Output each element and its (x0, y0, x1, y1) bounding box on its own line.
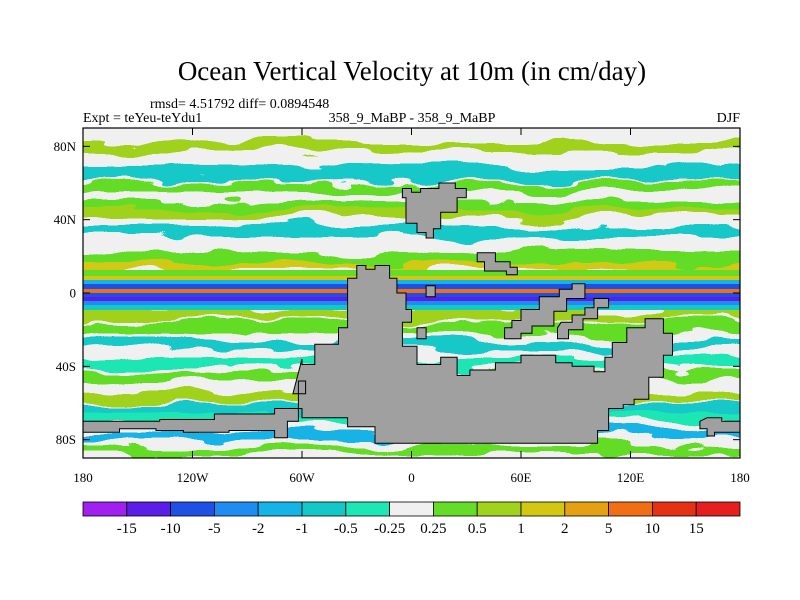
colorbar-swatch (389, 501, 434, 517)
colorbar-label: 10 (645, 521, 660, 537)
equator-band (83, 270, 740, 276)
colorbar-label: -0.25 (374, 521, 405, 537)
colorbar-label: 2 (561, 521, 569, 537)
colorbar-labels: -15 -10 -5 -2 -1 -0.5 -0.25 0.25 0.5 1 2 5 10 15 (117, 521, 704, 537)
x-tick-label: 120W (177, 470, 210, 485)
equator-band (83, 301, 740, 305)
x-tick-label: 60W (289, 470, 315, 485)
x-tick-label: 120E (617, 470, 645, 485)
colorbar-swatch (170, 501, 215, 517)
colorbar-swatch (257, 501, 303, 517)
equator-band (83, 289, 740, 293)
equator-band (83, 284, 740, 289)
field-band (83, 250, 740, 262)
equator-band (83, 280, 740, 284)
land-mask (83, 182, 740, 444)
colorbar-swatch (476, 501, 522, 517)
colorbar-swatch (301, 501, 347, 517)
colorbar-label: -1 (296, 521, 309, 537)
x-tick-label: 60E (511, 470, 532, 485)
y-tick-label: 80S (56, 432, 76, 447)
colorbar-label: -10 (161, 521, 181, 537)
equator-band (83, 276, 740, 280)
colorbar-swatch (432, 501, 478, 517)
land-islet-4 (425, 285, 436, 298)
colorbar-swatch (213, 501, 259, 517)
ocean-map (83, 128, 740, 458)
colorbar-swatch (608, 501, 653, 517)
field-band (83, 226, 740, 238)
colorbar-swatch (652, 501, 697, 517)
field-band (83, 142, 740, 152)
land-north-island (476, 252, 518, 276)
field-band (83, 340, 740, 350)
land-islet-2 (416, 327, 427, 340)
land-north-continent (401, 182, 467, 239)
field-band (83, 182, 740, 191)
colorbar-label: 0.5 (468, 521, 487, 537)
land-far-east-strip (699, 417, 740, 437)
experiment-label: Expt = teYeu-teYdu1 (83, 111, 202, 126)
colorbar-swatch (345, 501, 390, 517)
season-label: DJF (717, 111, 741, 126)
equator-band (83, 305, 740, 310)
y-tick-label: 0 (70, 286, 77, 301)
colorbar-swatch (695, 501, 741, 517)
y-axis: 80N 40N 0 40S 80S (54, 139, 740, 447)
colorbar-swatch (82, 501, 128, 517)
colorbar-swatch (126, 501, 172, 517)
chart-title: Ocean Vertical Velocity at 10m (in cm/da… (178, 56, 646, 86)
equatorial-bands (83, 270, 740, 310)
y-tick-label: 40S (56, 359, 76, 374)
equator-band (83, 297, 740, 301)
colorbar-label: 1 (517, 521, 525, 537)
colorbar-label: -2 (252, 521, 265, 537)
field-band (83, 446, 740, 454)
field-band (83, 166, 740, 180)
colorbar-label: 0.25 (420, 521, 446, 537)
colorbar (82, 501, 741, 517)
colorbar-label: -15 (117, 521, 137, 537)
y-tick-label: 40N (54, 212, 77, 227)
y-tick-label: 80N (54, 139, 77, 154)
field-band (83, 262, 740, 270)
colorbar-swatch (520, 501, 566, 517)
land-east-landmass (504, 283, 586, 340)
equator-band (83, 293, 740, 297)
land-east-sliver (557, 298, 610, 340)
case-label: 358_9_MaBP - 358_9_MaBP (329, 111, 496, 126)
land-main-landmass (83, 265, 673, 444)
colorbar-label: -0.5 (334, 521, 358, 537)
x-tick-label: 180 (730, 470, 750, 485)
x-tick-label: 0 (408, 470, 415, 485)
stats-label: rmsd= 4.51792 diff= 0.0894548 (150, 97, 329, 112)
colorbar-label: 15 (689, 521, 704, 537)
colorbar-label: -5 (208, 521, 221, 537)
x-axis: 180 120W 60W 0 60E 120E 180 (73, 128, 750, 485)
colorbar-label: 5 (605, 521, 613, 537)
colorbar-swatch (564, 501, 609, 517)
x-tick-label: 180 (73, 470, 93, 485)
